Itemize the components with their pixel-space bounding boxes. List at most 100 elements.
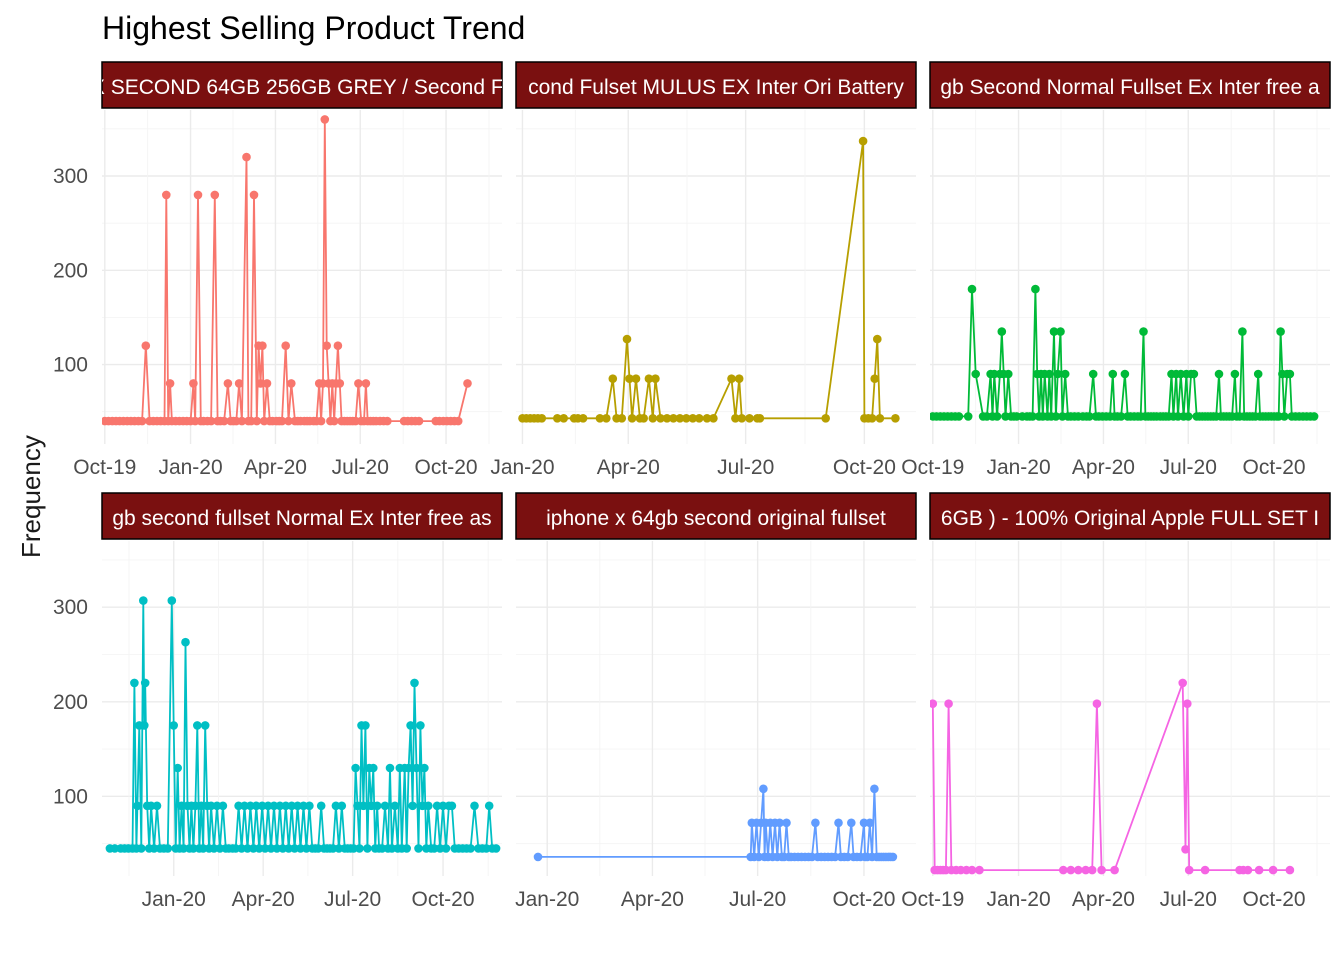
x-tick-label: Jul-20: [324, 888, 381, 911]
data-point: [1097, 865, 1106, 875]
data-point: [237, 416, 247, 426]
data-point: [278, 844, 288, 853]
data-point: [875, 414, 885, 423]
data-point: [997, 327, 1007, 336]
data-point: [656, 414, 665, 423]
data-point: [367, 801, 376, 811]
data-point: [1051, 412, 1061, 421]
data-point: [354, 379, 363, 388]
x-tick-label: Oct-20: [1243, 456, 1306, 479]
y-tick-label: 300: [53, 165, 88, 188]
data-point: [313, 844, 323, 853]
data-point: [429, 844, 439, 853]
y-tick-label: 300: [53, 596, 88, 619]
data-point: [215, 844, 225, 853]
data-point: [349, 844, 358, 853]
data-point: [206, 801, 216, 811]
data-point: [223, 379, 233, 388]
data-point: [821, 414, 830, 423]
data-point: [1081, 865, 1090, 875]
data-point: [1108, 369, 1118, 379]
data-point: [847, 818, 856, 828]
data-point: [463, 379, 472, 388]
data-point: [688, 414, 698, 423]
chart-title: Highest Selling Product Trend: [102, 10, 526, 46]
x-tick-label: Jul-20: [332, 456, 389, 479]
data-point: [1110, 865, 1119, 875]
data-point: [1087, 865, 1097, 875]
data-point: [210, 190, 220, 200]
data-point: [834, 818, 843, 828]
x-tick-label: Apr-20: [244, 456, 307, 479]
data-point: [1120, 369, 1130, 379]
data-point: [1189, 369, 1199, 379]
data-point: [954, 412, 964, 421]
data-point: [484, 801, 494, 811]
data-point: [372, 801, 382, 811]
data-point: [1238, 327, 1247, 336]
data-point: [284, 416, 293, 426]
data-point: [206, 416, 216, 426]
data-point: [639, 414, 648, 423]
data-point: [316, 801, 326, 811]
data-point: [272, 844, 282, 853]
strip-label: gb second fullset Normal Ex Inter free a…: [112, 507, 491, 530]
data-point: [775, 818, 784, 828]
strip-box: [101, 61, 503, 109]
data-point: [424, 801, 433, 811]
data-point: [1285, 369, 1295, 379]
data-point: [254, 844, 264, 853]
data-point: [316, 416, 326, 426]
data-point: [146, 801, 156, 811]
data-point: [218, 801, 228, 811]
data-point: [191, 801, 200, 811]
data-point: [198, 844, 208, 853]
data-point: [275, 801, 285, 811]
data-point: [466, 844, 475, 853]
data-point: [140, 721, 149, 730]
data-point: [266, 844, 276, 853]
x-tick-label: Jan-20: [142, 888, 206, 911]
data-point: [296, 844, 305, 853]
data-point: [627, 414, 637, 423]
data-point: [140, 678, 150, 688]
data-point: [152, 801, 162, 811]
x-tick-label: Oct-20: [412, 888, 475, 911]
data-point: [648, 414, 658, 423]
data-point: [251, 801, 261, 811]
x-tick-label: Apr-20: [621, 888, 684, 911]
x-tick-label: Apr-20: [597, 456, 660, 479]
data-point: [414, 844, 423, 853]
strip-box: [515, 61, 917, 109]
data-point: [1088, 369, 1098, 379]
data-point: [553, 414, 562, 423]
data-point: [867, 414, 877, 423]
data-point: [333, 341, 343, 351]
data-point: [1285, 865, 1295, 875]
strip-box: [929, 61, 1331, 109]
data-point: [1268, 865, 1278, 875]
data-point: [200, 721, 210, 730]
x-tick-label: Apr-20: [232, 888, 295, 911]
data-point: [351, 763, 360, 773]
data-point: [380, 801, 390, 811]
facet-panel: NE X SECOND 64GB 256GB GREY / Second Ful…: [73, 61, 503, 479]
data-point: [1060, 369, 1070, 379]
strip-box: [101, 492, 503, 540]
data-point: [165, 379, 175, 388]
data-point: [130, 678, 139, 688]
data-point: [209, 844, 219, 853]
facet-panel: cond Fulset MULUS EX Inter Ori Battery Ja…: [490, 61, 917, 479]
data-point: [246, 801, 255, 811]
series-group: [105, 596, 501, 853]
data-point: [1031, 284, 1040, 294]
x-tick-label: Jul-20: [717, 456, 774, 479]
data-point: [390, 801, 400, 811]
data-point: [387, 844, 397, 853]
data-point: [257, 801, 267, 811]
data-point: [622, 334, 632, 344]
data-point: [361, 721, 370, 730]
data-point: [305, 801, 314, 811]
data-point: [971, 369, 980, 379]
data-point: [491, 844, 501, 853]
